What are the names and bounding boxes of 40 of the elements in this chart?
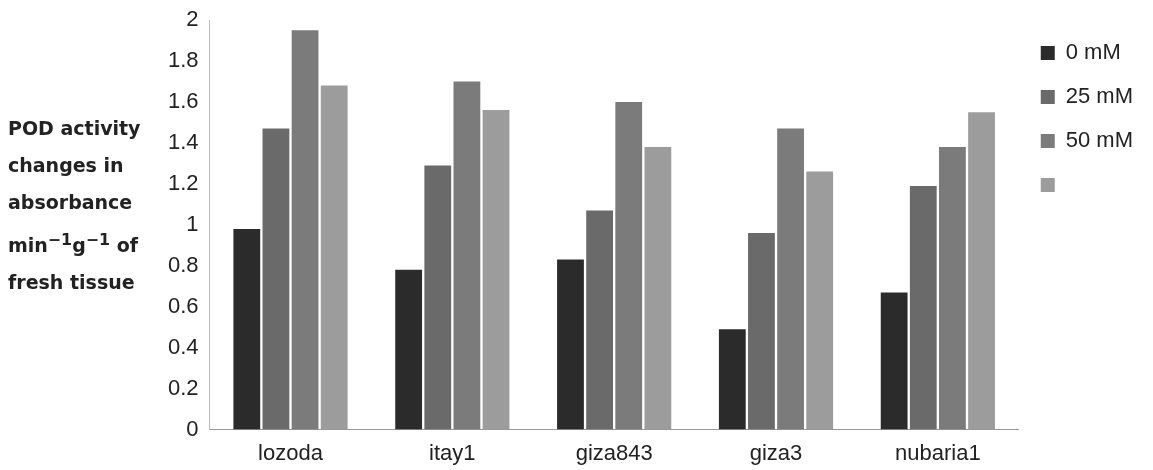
bar bbox=[482, 110, 510, 430]
y-tick-label: 1.2 bbox=[167, 169, 199, 195]
x-tick-label: giza3 bbox=[749, 439, 803, 465]
y-tick-label: 0.2 bbox=[167, 374, 199, 400]
y-tick-label: 2 bbox=[186, 6, 199, 32]
y-tick-label: 1 bbox=[186, 210, 199, 236]
bar bbox=[586, 210, 614, 430]
bar bbox=[880, 292, 908, 430]
x-tick-label: itay1 bbox=[429, 439, 476, 465]
bar bbox=[806, 171, 834, 430]
bar bbox=[939, 146, 966, 430]
bar bbox=[777, 128, 804, 430]
bar bbox=[453, 81, 481, 430]
y-tick-label: 0.8 bbox=[167, 251, 199, 277]
y-tick-label: 0 bbox=[186, 415, 199, 441]
bar bbox=[557, 259, 584, 430]
bar bbox=[424, 165, 452, 430]
bar bbox=[615, 101, 643, 430]
y-tick-label: 0.6 bbox=[167, 292, 199, 318]
bar bbox=[718, 329, 746, 430]
y-tick-label: 1.6 bbox=[167, 87, 199, 113]
bar bbox=[291, 30, 319, 430]
y-tick-label: 0.4 bbox=[167, 333, 199, 359]
y-tick-label: 1.8 bbox=[167, 47, 199, 73]
bar bbox=[233, 228, 261, 430]
x-tick-label: giza843 bbox=[575, 439, 653, 465]
bar bbox=[395, 269, 423, 430]
legend-label: 0 mM bbox=[1065, 39, 1121, 65]
x-tick-label: lozoda bbox=[258, 439, 324, 465]
x-tick-label: nubaria1 bbox=[895, 439, 981, 465]
legend-label: 25 mM bbox=[1065, 83, 1134, 109]
bar bbox=[262, 128, 290, 430]
legend-label: 50 mM bbox=[1065, 127, 1134, 153]
bar bbox=[909, 185, 937, 430]
bar bbox=[644, 146, 672, 430]
y-tick-label: 1.4 bbox=[167, 128, 199, 154]
bar bbox=[968, 112, 995, 430]
text: POD activity changes in absorbance min$^{−1}$g$^{−1}$ of fresh tissue bbox=[8, 117, 141, 294]
bar bbox=[320, 85, 348, 430]
bar bbox=[748, 232, 775, 430]
